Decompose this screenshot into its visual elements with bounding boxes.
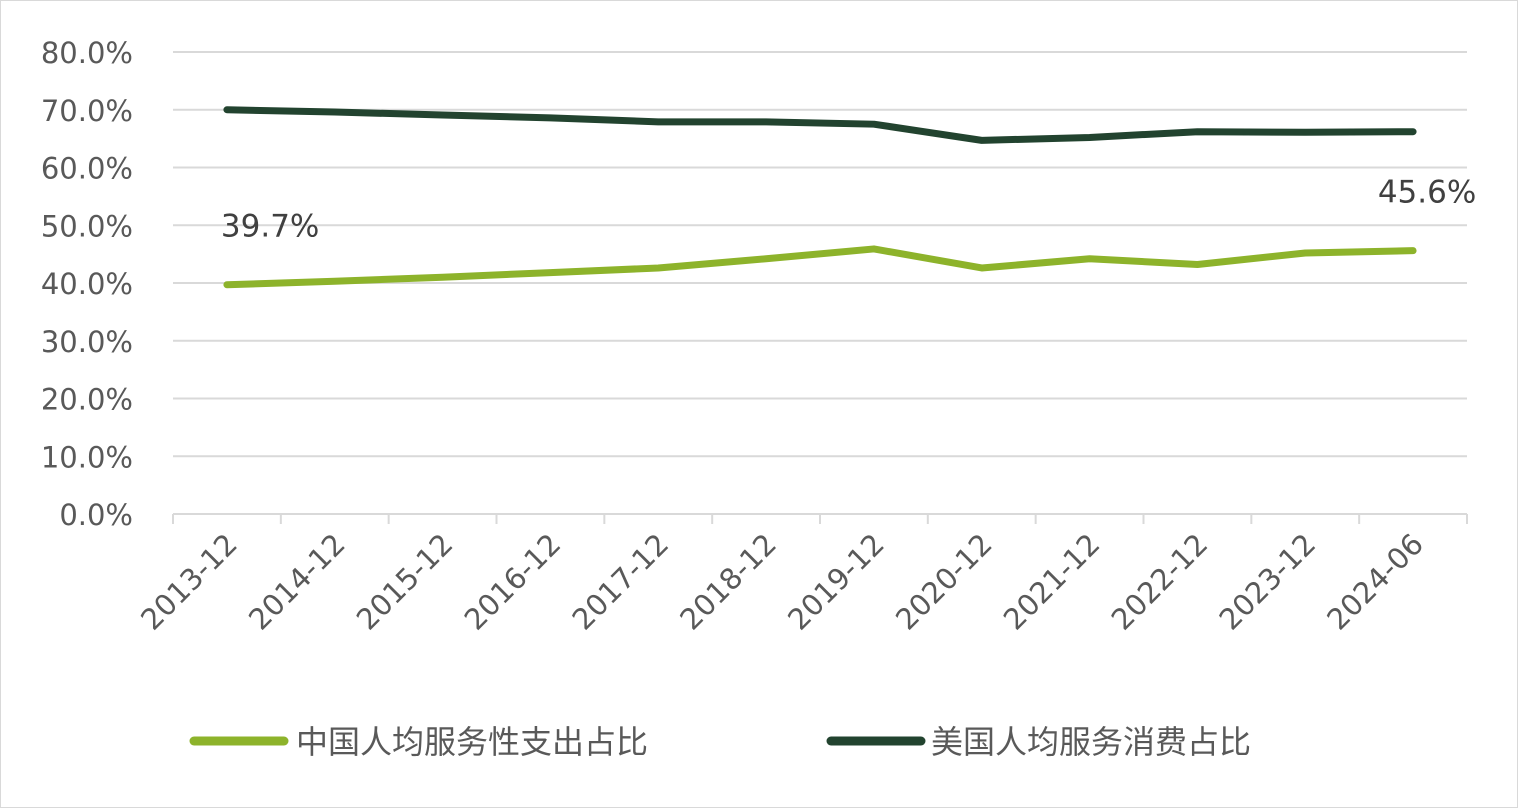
x-tick-label: 2017-12 [565,527,675,637]
data-label: 45.6% [1378,175,1476,211]
y-tick-label: 40.0% [41,267,133,301]
x-tick-label: 2020-12 [889,527,999,637]
y-tick-label: 60.0% [41,152,133,186]
x-tick-label: 2022-12 [1105,527,1215,637]
y-tick-label: 50.0% [41,209,133,243]
y-tick-labels: 0.0% 10.0% 20.0% 30.0% 40.0% 50.0% 60.0% 70.0% 8… [41,36,133,532]
y-tick-label: 30.0% [41,325,133,359]
x-tick-label: 2015-12 [350,527,460,637]
y-tick-label: 20.0% [41,383,133,417]
legend-label-0: 中国人均服务性支出占比 [296,723,648,761]
series-line-1 [223,106,1417,144]
y-tick-label: 10.0% [41,440,133,474]
gridlines [173,51,1467,458]
x-tick-label: 2024-06 [1320,527,1430,637]
y-tick-label: 80.0% [41,36,133,70]
x-tick-labels: 2013-122014-122015-122016-122017-122018-… [134,527,1430,637]
y-tick-label: 70.0% [41,94,133,128]
data-label: 39.7% [221,209,319,245]
x-axis [172,513,1468,524]
x-tick-label: 2016-12 [458,527,568,637]
series-line-0 [223,245,1417,289]
x-tick-label: 2014-12 [242,527,352,637]
x-tick-label: 2023-12 [1212,527,1322,637]
x-tick-label: 2019-12 [781,527,891,637]
series-lines [223,106,1417,289]
x-tick-label: 2018-12 [673,527,783,637]
x-tick-label: 2013-12 [134,527,244,637]
legend: 中国人均服务性支出占比 美国人均服务消费占比 [189,723,1251,761]
legend-label-1: 美国人均服务消费占比 [931,723,1251,761]
y-tick-label: 0.0% [59,498,133,532]
data-labels: 39.7% 45.6% [221,175,1476,245]
x-tick-label: 2021-12 [997,527,1107,637]
